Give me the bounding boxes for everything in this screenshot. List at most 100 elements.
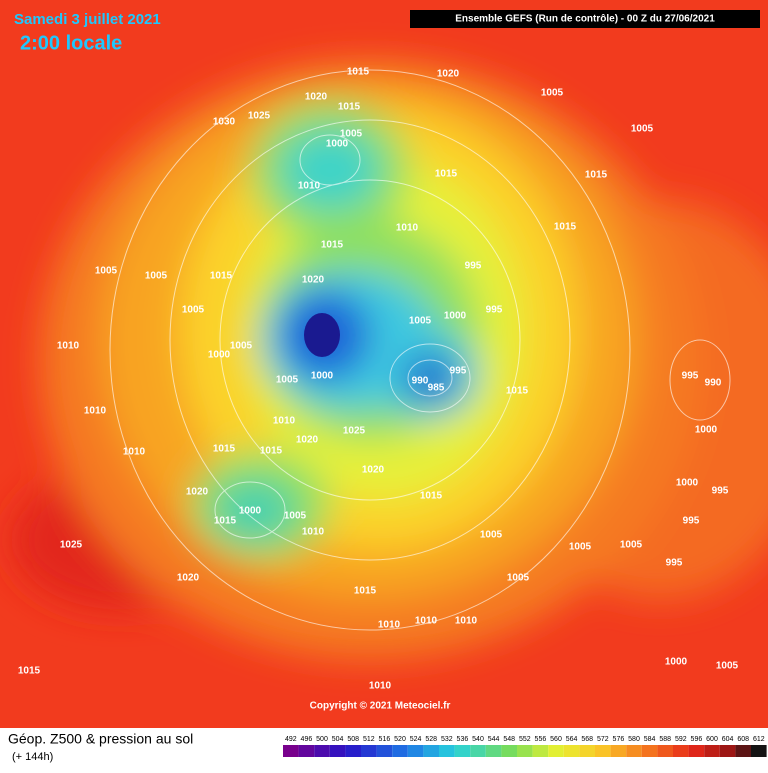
pressure-label: 1015 <box>354 586 377 597</box>
legend-swatch <box>517 745 533 757</box>
pressure-label: 1005 <box>569 542 592 553</box>
legend-swatch <box>704 745 720 757</box>
legend-swatch <box>532 745 549 757</box>
legend-swatch <box>719 745 736 757</box>
pressure-label: 995 <box>666 558 683 569</box>
footer-title: Géop. Z500 & pression au sol <box>8 731 193 747</box>
legend-swatch <box>751 745 767 757</box>
legend-label: 588 <box>659 736 671 743</box>
legend-label: 572 <box>597 736 609 743</box>
pressure-label: 1005 <box>95 266 118 277</box>
legend-label: 528 <box>425 736 437 743</box>
pressure-label: 1010 <box>455 616 478 627</box>
pressure-label: 1020 <box>302 275 325 286</box>
pressure-label: 1005 <box>145 271 168 282</box>
run-info: Ensemble GEFS (Run de contrôle) - 00 Z d… <box>455 14 715 25</box>
pressure-label: 995 <box>486 305 503 316</box>
pressure-label: 1015 <box>347 67 370 78</box>
legend-swatch <box>579 745 595 757</box>
legend-swatch <box>735 745 751 757</box>
legend-label: 608 <box>737 736 749 743</box>
pressure-label: 1025 <box>343 426 366 437</box>
run-box <box>410 10 760 28</box>
pressure-label: 1020 <box>296 435 319 446</box>
pressure-label: 1005 <box>182 305 205 316</box>
legend-label: 612 <box>753 736 765 743</box>
legend-label: 496 <box>301 736 313 743</box>
pressure-label: 1015 <box>435 169 458 180</box>
time: 2:00 locale <box>20 32 122 54</box>
pressure-label: 990 <box>705 378 722 389</box>
pressure-label: 1010 <box>123 447 146 458</box>
pressure-label: 1005 <box>284 511 307 522</box>
legend-label: 560 <box>550 736 562 743</box>
legend-swatch <box>376 745 393 757</box>
pressure-label: 1005 <box>631 124 654 135</box>
pressure-label: 1015 <box>213 444 236 455</box>
pressure-label: 1000 <box>326 139 349 150</box>
pressure-label: 1015 <box>321 240 344 251</box>
legend-swatch <box>657 745 673 757</box>
pressure-label: 1000 <box>208 350 231 361</box>
pressure-label: 1005 <box>276 375 299 386</box>
legend-label: 532 <box>441 736 453 743</box>
legend-label: 512 <box>363 736 375 743</box>
pressure-label: 1000 <box>676 478 699 489</box>
pressure-label: 990 <box>412 376 429 387</box>
legend-label: 596 <box>691 736 703 743</box>
pressure-label: 1015 <box>260 446 283 457</box>
pressure-label: 1015 <box>585 170 608 181</box>
legend-label: 500 <box>316 736 328 743</box>
pressure-label: 1000 <box>311 371 334 382</box>
legend-swatch <box>595 745 611 757</box>
legend-swatch <box>610 745 627 757</box>
pressure-label: 1010 <box>396 223 419 234</box>
legend-swatch <box>361 745 377 757</box>
legend-swatch <box>392 745 408 757</box>
legend-label: 604 <box>722 736 734 743</box>
pressure-label: 1020 <box>177 573 200 584</box>
pressure-label: 1015 <box>338 102 361 113</box>
legend-swatch <box>470 745 486 757</box>
legend-swatch <box>423 745 439 757</box>
pressure-label: 1005 <box>716 661 739 672</box>
legend-swatch <box>563 745 580 757</box>
pressure-label: 1000 <box>665 657 688 668</box>
pressure-label: 1010 <box>302 527 325 538</box>
legend-label: 544 <box>488 736 500 743</box>
legend-swatch <box>439 745 455 757</box>
pressure-label: 1020 <box>437 69 460 80</box>
isobars <box>109 69 731 631</box>
pressure-label: 1010 <box>369 681 392 692</box>
pressure-label: 1005 <box>409 316 432 327</box>
legend-label: 504 <box>332 736 344 743</box>
pressure-label: 1025 <box>248 111 271 122</box>
legend-swatch <box>485 745 502 757</box>
legend-label: 548 <box>503 736 515 743</box>
legend-swatch <box>329 745 346 757</box>
legend-swatch <box>501 745 517 757</box>
legend-label: 568 <box>581 736 593 743</box>
pressure-label: 1015 <box>420 491 443 502</box>
pressure-label: 1015 <box>210 271 233 282</box>
pressure-label: 1010 <box>84 406 107 417</box>
pressure-label: 1005 <box>541 88 564 99</box>
pressure-label: 1010 <box>378 620 401 631</box>
legend-label: 564 <box>566 736 578 743</box>
pressure-label: 1010 <box>298 181 321 192</box>
copyright: Copyright © 2021 Meteociel.fr <box>310 701 451 712</box>
date: Samedi 3 juillet 2021 <box>14 11 161 28</box>
legend-label: 576 <box>613 736 625 743</box>
legend-swatch <box>454 745 471 757</box>
legend-label: 536 <box>457 736 469 743</box>
pressure-label: 1020 <box>186 487 209 498</box>
legend-label: 600 <box>706 736 718 743</box>
pressure-label: 1010 <box>273 416 296 427</box>
legend-swatch <box>314 745 330 757</box>
pressure-label: 1005 <box>340 129 363 140</box>
legend-swatch <box>548 745 564 757</box>
pressure-label: 1020 <box>362 465 385 476</box>
legend-label: 524 <box>410 736 422 743</box>
legend-label: 556 <box>535 736 547 743</box>
